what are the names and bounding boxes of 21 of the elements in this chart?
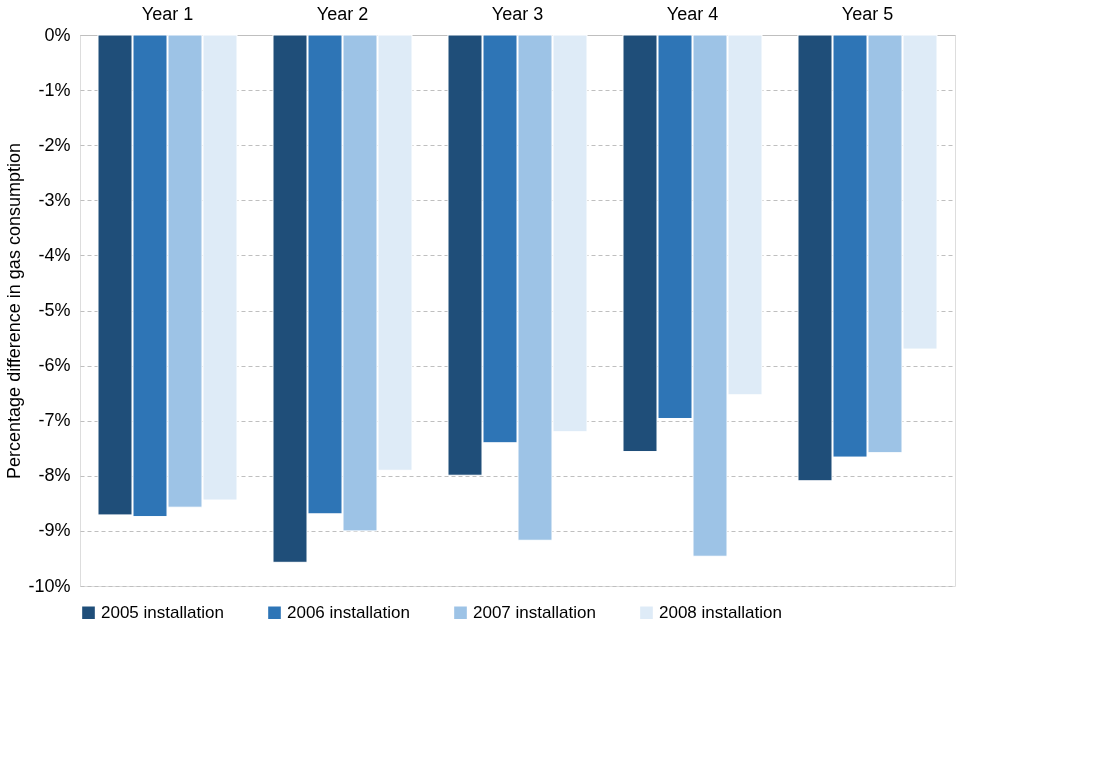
y-tick-label: -8%	[38, 465, 71, 486]
legend-label: 2005 installation	[101, 602, 224, 622]
y-axis-title: Percentage difference in gas consumption	[4, 143, 25, 479]
y-tick-label: -9%	[38, 520, 71, 541]
x-tick-label: Year 3	[491, 3, 544, 24]
y-tick-label: -3%	[38, 189, 71, 210]
y-tick-label: -2%	[38, 134, 71, 155]
y-tick-label: -6%	[38, 355, 71, 376]
legend-label: 2008 installation	[659, 602, 782, 622]
y-tick-label: -1%	[38, 79, 71, 100]
x-tick-label: Year 5	[841, 3, 894, 24]
y-tick-label: 0%	[44, 24, 71, 45]
legend-label: 2006 installation	[287, 602, 410, 622]
y-tick-label: -7%	[38, 410, 71, 431]
y-tick-label: -10%	[28, 575, 71, 596]
y-tick-label: -4%	[38, 244, 71, 265]
x-tick-label: Year 2	[316, 3, 369, 24]
x-tick-label: Year 1	[141, 3, 194, 24]
legend-label: 2007 installation	[473, 602, 596, 622]
x-tick-label: Year 4	[666, 3, 719, 24]
y-tick-label: -5%	[38, 300, 71, 320]
